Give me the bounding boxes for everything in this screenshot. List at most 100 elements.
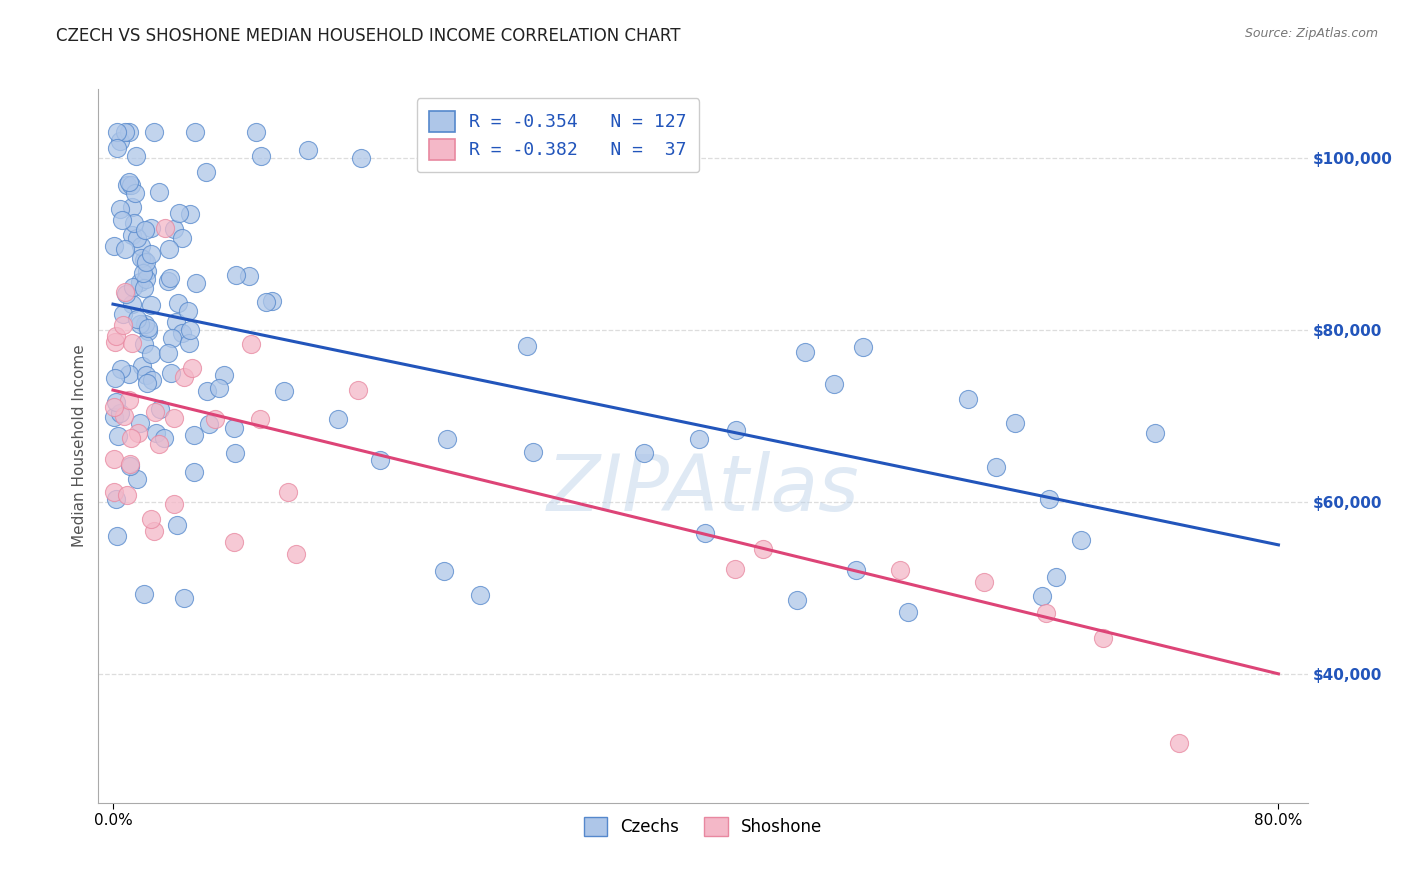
Point [125, 149, 148, 163]
Point [633, 446, 655, 460]
Point [956, 392, 979, 407]
Point [184, 125, 207, 139]
Point [132, 587, 155, 601]
Point [125, 231, 148, 245]
Point [156, 346, 179, 360]
Point [135, 254, 157, 268]
Point [105, 529, 128, 543]
Point [170, 326, 193, 340]
Point [224, 446, 246, 460]
Point [110, 362, 132, 376]
Point [786, 592, 808, 607]
Point [139, 347, 162, 361]
Point [516, 339, 538, 353]
Point [120, 431, 142, 445]
Point [852, 340, 875, 354]
Point [368, 452, 391, 467]
Point [254, 294, 277, 309]
Point [117, 488, 139, 502]
Point [468, 588, 491, 602]
Point [120, 459, 142, 474]
Point [1031, 589, 1053, 603]
Point [127, 426, 149, 441]
Point [141, 511, 163, 525]
Point [1035, 607, 1057, 621]
Point [122, 280, 145, 294]
Point [148, 437, 170, 451]
Point [115, 287, 138, 301]
Point [110, 134, 132, 148]
Point [120, 457, 142, 471]
Point [166, 296, 188, 310]
Point [249, 411, 271, 425]
Point [522, 444, 544, 458]
Point [195, 384, 218, 398]
Point [179, 322, 201, 336]
Point [104, 371, 127, 385]
Point [350, 151, 373, 165]
Point [121, 336, 143, 351]
Point [165, 315, 187, 329]
Point [148, 185, 170, 199]
Point [163, 410, 186, 425]
Point [897, 606, 920, 620]
Point [273, 384, 295, 398]
Point [139, 221, 162, 235]
Point [194, 165, 217, 179]
Point [121, 228, 143, 243]
Point [124, 186, 146, 200]
Point [1004, 416, 1026, 430]
Point [108, 406, 131, 420]
Point [166, 518, 188, 533]
Point [118, 175, 141, 189]
Point [149, 402, 172, 417]
Point [155, 220, 177, 235]
Point [131, 251, 153, 265]
Text: Source: ZipAtlas.com: Source: ZipAtlas.com [1244, 27, 1378, 40]
Point [225, 268, 247, 282]
Point [163, 222, 186, 236]
Point [103, 409, 125, 424]
Point [129, 417, 152, 431]
Point [105, 491, 128, 506]
Point [156, 273, 179, 287]
Point [725, 423, 748, 437]
Point [135, 264, 157, 278]
Point [695, 525, 717, 540]
Text: CZECH VS SHOSHONE MEDIAN HOUSEHOLD INCOME CORRELATION CHART: CZECH VS SHOSHONE MEDIAN HOUSEHOLD INCOM… [56, 27, 681, 45]
Point [183, 428, 205, 442]
Point [136, 376, 159, 390]
Point [250, 148, 273, 162]
Point [160, 366, 183, 380]
Point [181, 360, 204, 375]
Point [973, 575, 995, 590]
Point [163, 497, 186, 511]
Point [110, 202, 132, 216]
Point [103, 239, 125, 253]
Point [204, 412, 226, 426]
Point [1038, 492, 1060, 507]
Point [129, 239, 152, 253]
Point [104, 328, 127, 343]
Point [111, 213, 134, 227]
Point [120, 178, 142, 193]
Point [1045, 570, 1067, 584]
Point [134, 280, 156, 294]
Point [118, 125, 141, 139]
Point [112, 307, 135, 321]
Point [432, 564, 454, 578]
Point [114, 125, 136, 139]
Text: ZIPAtlas: ZIPAtlas [547, 450, 859, 527]
Point [208, 381, 231, 395]
Point [1143, 426, 1166, 441]
Point [132, 336, 155, 351]
Point [104, 394, 127, 409]
Point [142, 125, 165, 139]
Point [245, 125, 267, 139]
Point [139, 298, 162, 312]
Point [131, 359, 153, 373]
Point [1167, 736, 1189, 750]
Point [121, 201, 143, 215]
Point [889, 563, 911, 577]
Point [103, 400, 125, 414]
